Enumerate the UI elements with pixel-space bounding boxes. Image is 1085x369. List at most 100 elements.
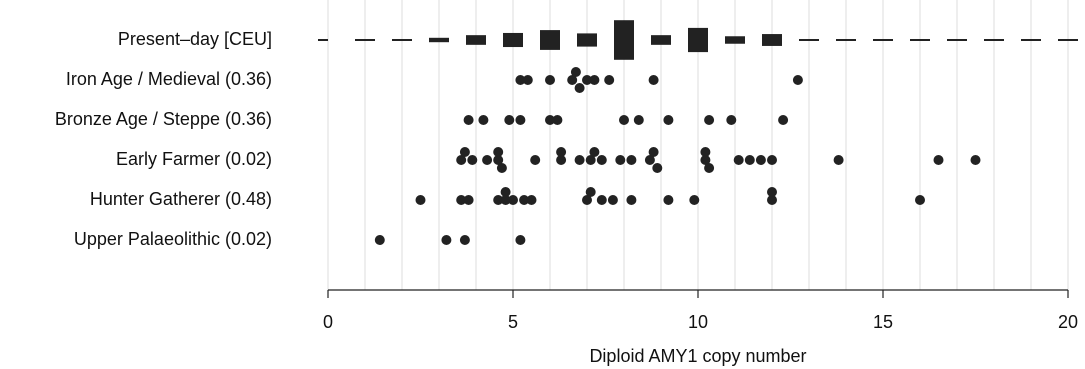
data-point	[463, 195, 474, 205]
data-point	[648, 75, 659, 85]
reference-bar	[1058, 39, 1078, 41]
data-point	[652, 163, 663, 173]
reference-bar	[688, 27, 708, 53]
reference-bar	[799, 39, 819, 41]
reference-bar	[503, 32, 523, 48]
data-point	[596, 195, 607, 205]
data-point	[459, 147, 470, 157]
data-points	[374, 67, 981, 245]
data-point	[689, 195, 700, 205]
data-point	[633, 115, 644, 125]
reference-bar	[725, 36, 745, 44]
data-point	[970, 155, 981, 165]
data-point	[556, 147, 567, 157]
data-point	[615, 155, 626, 165]
data-point	[493, 155, 504, 165]
data-point	[556, 155, 567, 165]
reference-bar	[651, 35, 671, 45]
reference-bar	[873, 39, 893, 41]
data-point	[374, 235, 385, 245]
data-point	[596, 155, 607, 165]
reference-bar	[1021, 39, 1041, 41]
reference-bar	[466, 35, 486, 45]
data-point	[456, 195, 467, 205]
row-label: Early Farmer (0.02)	[116, 149, 272, 169]
data-point	[915, 195, 925, 205]
data-point	[574, 83, 585, 93]
reference-bar	[614, 20, 634, 60]
reference-bars	[318, 20, 1078, 60]
data-point	[482, 155, 493, 165]
data-point	[933, 155, 944, 165]
x-axis-title: Diploid AMY1 copy number	[589, 346, 806, 366]
data-point	[493, 195, 504, 205]
data-point	[519, 195, 530, 205]
data-point	[663, 195, 674, 205]
data-point	[589, 75, 600, 85]
data-point	[467, 155, 478, 165]
x-tick-label: 20	[1058, 312, 1078, 332]
data-point	[574, 155, 585, 165]
data-point	[648, 147, 659, 157]
data-point	[508, 195, 518, 205]
data-point	[607, 195, 618, 205]
x-tick-label: 0	[323, 312, 333, 332]
data-point	[515, 235, 526, 245]
x-axis: 0 5 10 15 20	[323, 289, 1078, 332]
reference-bar	[910, 39, 930, 41]
data-point	[493, 147, 504, 157]
reference-bar	[318, 39, 328, 41]
data-point	[726, 115, 737, 125]
row-label: Iron Age / Medieval (0.36)	[66, 69, 272, 89]
row-label: Present–day [CEU]	[118, 29, 272, 49]
reference-bar	[540, 30, 560, 50]
reference-bar	[836, 39, 856, 41]
row-labels: Present–day [CEU] Iron Age / Medieval (0.…	[55, 29, 272, 249]
data-point	[582, 195, 592, 205]
data-point	[459, 235, 470, 245]
data-point	[619, 115, 629, 125]
data-point	[415, 195, 426, 205]
x-tick-label: 5	[508, 312, 518, 332]
data-point	[626, 195, 637, 205]
data-point	[570, 67, 581, 77]
data-point	[500, 187, 511, 197]
data-point	[733, 155, 744, 165]
data-point	[585, 187, 596, 197]
data-point	[704, 163, 715, 173]
data-point	[515, 115, 526, 125]
reference-bar	[355, 39, 375, 41]
data-point	[604, 75, 615, 85]
data-point	[778, 115, 789, 125]
data-point	[567, 75, 578, 85]
reference-bar	[392, 39, 412, 41]
row-label: Upper Palaeolithic (0.02)	[74, 229, 272, 249]
data-point	[767, 187, 777, 197]
data-point	[526, 195, 537, 205]
reference-bar	[577, 33, 597, 47]
data-point	[522, 75, 533, 85]
data-point	[589, 147, 600, 157]
reference-bar	[984, 39, 1004, 41]
data-point	[626, 155, 637, 165]
data-point	[545, 115, 555, 125]
data-point	[552, 115, 563, 125]
row-label: Hunter Gatherer (0.48)	[90, 189, 272, 209]
data-point	[833, 155, 844, 165]
data-point	[504, 115, 515, 125]
reference-bar	[762, 34, 782, 46]
reference-bar	[429, 37, 449, 43]
data-point	[530, 155, 541, 165]
data-point	[441, 235, 452, 245]
data-point	[792, 75, 803, 85]
reference-bar	[947, 39, 967, 41]
data-point	[585, 155, 596, 165]
data-point	[663, 115, 674, 125]
data-point	[644, 155, 655, 165]
data-point	[755, 155, 766, 165]
data-point	[456, 155, 467, 165]
data-point	[463, 115, 474, 125]
data-point	[744, 155, 755, 165]
data-point	[704, 115, 715, 125]
